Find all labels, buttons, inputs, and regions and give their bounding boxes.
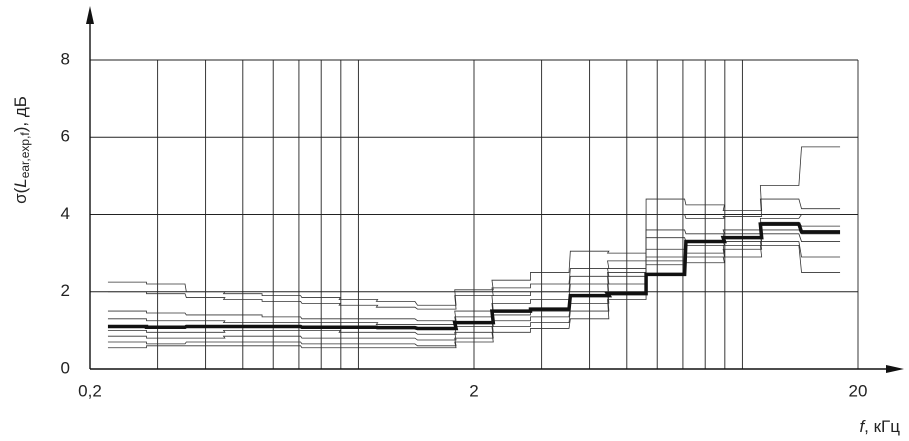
x-tick-label: 2 xyxy=(469,381,478,400)
y-axis-arrow xyxy=(86,6,94,24)
x-tick-label: 20 xyxy=(849,381,868,400)
step-line xyxy=(107,146,841,306)
x-label-part: f xyxy=(859,417,866,436)
step-line xyxy=(107,229,841,335)
step-line xyxy=(107,245,841,349)
x-axis-arrow xyxy=(886,365,904,373)
y-tick-label: 0 xyxy=(61,358,70,377)
step-line xyxy=(107,222,841,331)
x-label-part: , кГц xyxy=(864,417,900,436)
step-line xyxy=(107,241,841,347)
y-label-part: L xyxy=(11,178,30,187)
step-line xyxy=(107,214,841,322)
step-line xyxy=(107,198,841,310)
x-tick-label: 0,2 xyxy=(78,381,102,400)
y-tick-label: 8 xyxy=(61,49,70,68)
y-label-part: ), дБ xyxy=(11,96,30,132)
x-axis-label: f, кГц xyxy=(859,417,900,436)
step-line xyxy=(107,233,841,341)
y-label-part: σ( xyxy=(11,187,30,203)
y-tick-label: 6 xyxy=(61,127,70,146)
y-axis-label: σ(Lear,exp,f), дБ xyxy=(11,96,32,204)
y-tick-label: 2 xyxy=(61,281,70,300)
y-tick-label: 4 xyxy=(61,204,70,223)
y-label-part: ear,exp,f xyxy=(18,132,32,179)
